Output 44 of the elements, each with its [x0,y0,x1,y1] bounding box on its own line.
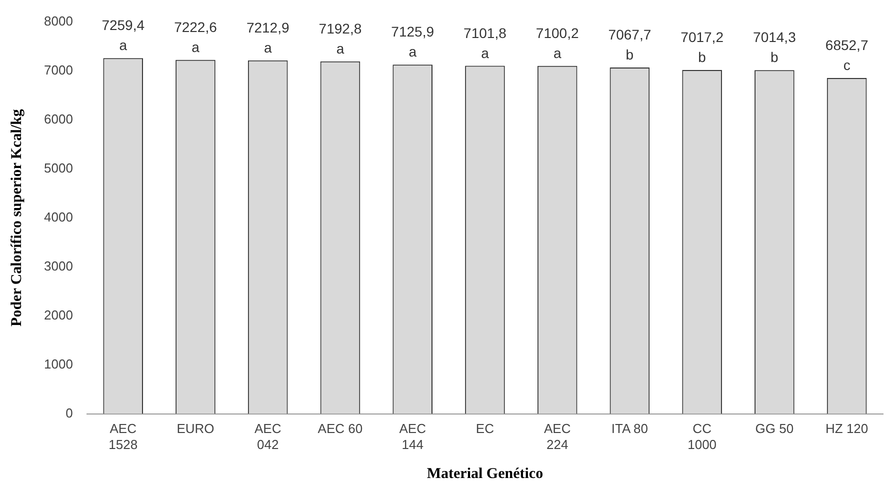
data-label: 7192,8 [318,20,362,36]
annotation: a [336,40,344,56]
x-tick-label: AEC 144 [399,421,426,452]
data-label: 7014,3 [753,29,796,46]
annotation: a [553,44,562,61]
y-tick-label: 4000 [44,209,73,224]
data-label: 6852,7 [825,37,868,54]
annotation: a [119,37,128,54]
data-label: 7125,9 [391,24,434,40]
x-tick-label: CC 1000 [688,421,717,452]
x-tick-label: EC [476,421,494,436]
x-tick-label: GG 50 [755,421,794,436]
annotation: a [481,44,490,61]
x-tick-label: EURO [176,421,214,436]
data-label: 7017,2 [680,28,724,45]
data-label: 7259,4 [102,17,145,34]
x-tick-label: AEC 042 [254,421,282,452]
y-tick-label: 3000 [44,258,73,274]
data-label: 7101,8 [464,24,507,41]
x-tick-label: HZ 120 [825,421,868,436]
annotation: a [408,44,417,60]
x-tick-label: ITA 80 [611,421,648,436]
data-label: 7212,9 [246,19,290,36]
y-tick-label: 0 [66,405,73,420]
annotation: c [843,57,850,74]
x-tick-label: AEC 1528 [108,421,138,452]
x-axis-title: Material Genético [426,466,544,482]
annotation: a [192,38,200,55]
annotation: b [770,49,779,66]
y-tick-label: 2000 [44,307,73,322]
y-axis-title: Poder Calorífico superior Kcal/kg [8,108,25,326]
x-tick-label: AEC 60 [318,421,363,436]
y-tick-label: 1000 [44,356,73,372]
y-tick-label: 6000 [44,111,73,126]
annotation: a [264,39,272,56]
x-tick-label: AEC 224 [544,421,571,452]
y-tick-label: 7000 [44,62,73,78]
annotation: b [626,46,634,62]
annotation: b [698,48,706,65]
data-label: 7100,2 [536,24,579,41]
y-tick-label: 8000 [44,13,73,28]
y-tick-label: 5000 [44,160,73,176]
data-label: 7222,6 [174,18,218,35]
data-label: 7067,7 [608,26,652,42]
